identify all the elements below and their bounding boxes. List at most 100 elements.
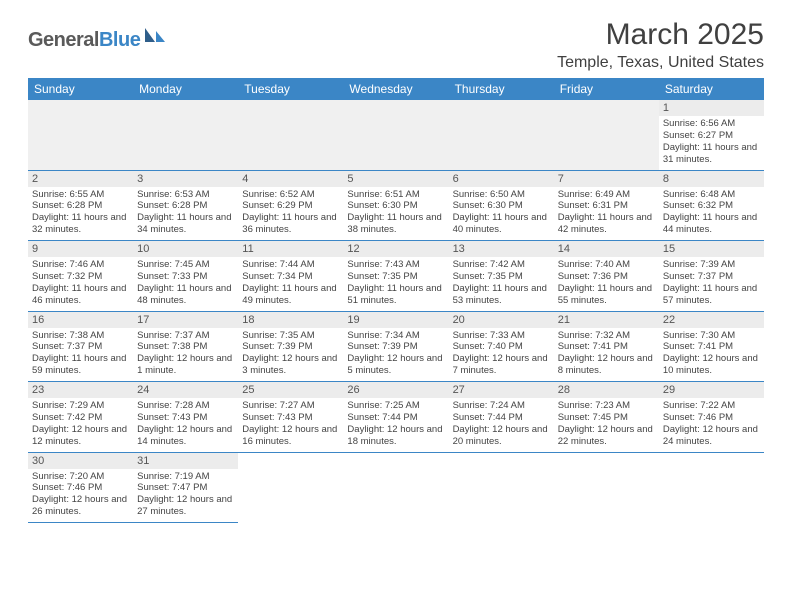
day-info: Sunrise: 6:48 AMSunset: 6:32 PMDaylight:… [663,189,760,237]
calendar-table: Sunday Monday Tuesday Wednesday Thursday… [28,78,764,523]
day-number: 15 [659,241,764,257]
sunrise-text: Sunrise: 6:50 AM [453,189,550,201]
sunset-text: Sunset: 7:39 PM [347,341,444,353]
sunset-text: Sunset: 6:30 PM [453,200,550,212]
sunrise-text: Sunrise: 7:30 AM [663,330,760,342]
weekday-header: Friday [554,78,659,100]
calendar-week-row: 30 Sunrise: 7:20 AMSunset: 7:46 PMDayligh… [28,452,764,523]
day-info: Sunrise: 7:38 AMSunset: 7:37 PMDaylight:… [32,330,129,378]
calendar-week-row: 16 Sunrise: 7:38 AMSunset: 7:37 PMDayligh… [28,311,764,382]
daylight-text: Daylight: 11 hours and 51 minutes. [347,283,444,307]
calendar-week-row: 2Sunrise: 6:55 AMSunset: 6:28 PMDaylight… [28,170,764,241]
sunrise-text: Sunrise: 7:32 AM [558,330,655,342]
day-info: Sunrise: 6:52 AMSunset: 6:29 PMDaylight:… [242,189,339,237]
sunrise-text: Sunrise: 7:22 AM [663,400,760,412]
sunset-text: Sunset: 7:38 PM [137,341,234,353]
sunrise-text: Sunrise: 7:38 AM [32,330,129,342]
calendar-cell: 21Sunrise: 7:32 AMSunset: 7:41 PMDayligh… [554,311,659,382]
day-info: Sunrise: 7:35 AMSunset: 7:39 PMDaylight:… [242,330,339,378]
logo-text-general: General [28,29,99,52]
calendar-cell: 28Sunrise: 7:23 AMSunset: 7:45 PMDayligh… [554,382,659,453]
sunset-text: Sunset: 7:42 PM [32,412,129,424]
sunset-text: Sunset: 7:41 PM [558,341,655,353]
day-number: 10 [133,241,238,257]
day-number: 8 [659,171,764,187]
weekday-header: Wednesday [343,78,448,100]
day-info: Sunrise: 7:22 AMSunset: 7:46 PMDaylight:… [663,400,760,448]
sunrise-text: Sunrise: 6:52 AM [242,189,339,201]
sail-icon [143,26,167,49]
calendar-cell [659,452,764,523]
day-info: Sunrise: 7:44 AMSunset: 7:34 PMDaylight:… [242,259,339,307]
sunset-text: Sunset: 6:31 PM [558,200,655,212]
calendar-cell [238,452,343,523]
day-number: 9 [28,241,133,257]
sunset-text: Sunset: 7:34 PM [242,271,339,283]
calendar-cell: 31Sunrise: 7:19 AMSunset: 7:47 PMDayligh… [133,452,238,523]
day-number: 27 [449,382,554,398]
calendar-cell: 20Sunrise: 7:33 AMSunset: 7:40 PMDayligh… [449,311,554,382]
day-number: 28 [554,382,659,398]
sunrise-text: Sunrise: 7:33 AM [453,330,550,342]
daylight-text: Daylight: 11 hours and 34 minutes. [137,212,234,236]
calendar-cell [449,100,554,170]
daylight-text: Daylight: 12 hours and 20 minutes. [453,424,550,448]
day-number: 20 [449,312,554,328]
daylight-text: Daylight: 12 hours and 12 minutes. [32,424,129,448]
sunset-text: Sunset: 7:43 PM [242,412,339,424]
daylight-text: Daylight: 12 hours and 1 minute. [137,353,234,377]
day-info: Sunrise: 7:46 AMSunset: 7:32 PMDaylight:… [32,259,129,307]
calendar-week-row: 9 Sunrise: 7:46 AMSunset: 7:32 PMDaylight… [28,241,764,312]
weekday-header: Monday [133,78,238,100]
calendar-cell: 5Sunrise: 6:51 AMSunset: 6:30 PMDaylight… [343,170,448,241]
day-info: Sunrise: 6:55 AMSunset: 6:28 PMDaylight:… [32,189,129,237]
daylight-text: Daylight: 11 hours and 31 minutes. [663,142,760,166]
calendar-cell: 15Sunrise: 7:39 AMSunset: 7:37 PMDayligh… [659,241,764,312]
logo: GeneralBlue [28,26,167,55]
day-number: 7 [554,171,659,187]
daylight-text: Daylight: 12 hours and 27 minutes. [137,494,234,518]
sunrise-text: Sunrise: 6:48 AM [663,189,760,201]
day-number: 30 [28,453,133,469]
sunset-text: Sunset: 7:45 PM [558,412,655,424]
weekday-header: Sunday [28,78,133,100]
day-info: Sunrise: 7:25 AMSunset: 7:44 PMDaylight:… [347,400,444,448]
calendar-week-row: 1Sunrise: 6:56 AMSunset: 6:27 PMDaylight… [28,100,764,170]
sunset-text: Sunset: 7:35 PM [453,271,550,283]
calendar-cell [554,100,659,170]
sunset-text: Sunset: 7:41 PM [663,341,760,353]
daylight-text: Daylight: 12 hours and 8 minutes. [558,353,655,377]
calendar-cell [449,452,554,523]
daylight-text: Daylight: 12 hours and 26 minutes. [32,494,129,518]
sunrise-text: Sunrise: 7:19 AM [137,471,234,483]
day-number: 1 [659,100,764,116]
day-number: 13 [449,241,554,257]
calendar-cell: 13Sunrise: 7:42 AMSunset: 7:35 PMDayligh… [449,241,554,312]
calendar-cell: 8 Sunrise: 6:48 AMSunset: 6:32 PMDaylight… [659,170,764,241]
sunset-text: Sunset: 7:36 PM [558,271,655,283]
daylight-text: Daylight: 12 hours and 10 minutes. [663,353,760,377]
calendar-cell: 24Sunrise: 7:28 AMSunset: 7:43 PMDayligh… [133,382,238,453]
calendar-cell: 1Sunrise: 6:56 AMSunset: 6:27 PMDaylight… [659,100,764,170]
calendar-cell: 19Sunrise: 7:34 AMSunset: 7:39 PMDayligh… [343,311,448,382]
day-number: 17 [133,312,238,328]
sunset-text: Sunset: 7:44 PM [347,412,444,424]
day-number: 16 [28,312,133,328]
weekday-header: Saturday [659,78,764,100]
sunrise-text: Sunrise: 7:35 AM [242,330,339,342]
calendar-cell: 23Sunrise: 7:29 AMSunset: 7:42 PMDayligh… [28,382,133,453]
sunset-text: Sunset: 6:29 PM [242,200,339,212]
day-number: 18 [238,312,343,328]
day-number: 2 [28,171,133,187]
day-info: Sunrise: 6:50 AMSunset: 6:30 PMDaylight:… [453,189,550,237]
daylight-text: Daylight: 11 hours and 44 minutes. [663,212,760,236]
sunset-text: Sunset: 6:28 PM [32,200,129,212]
sunrise-text: Sunrise: 7:24 AM [453,400,550,412]
sunrise-text: Sunrise: 6:55 AM [32,189,129,201]
daylight-text: Daylight: 11 hours and 38 minutes. [347,212,444,236]
day-number: 12 [343,241,448,257]
calendar-cell: 18 Sunrise: 7:35 AMSunset: 7:39 PMDayligh… [238,311,343,382]
daylight-text: Daylight: 12 hours and 16 minutes. [242,424,339,448]
day-info: Sunrise: 7:20 AMSunset: 7:46 PMDaylight:… [32,471,129,519]
sunset-text: Sunset: 7:46 PM [663,412,760,424]
